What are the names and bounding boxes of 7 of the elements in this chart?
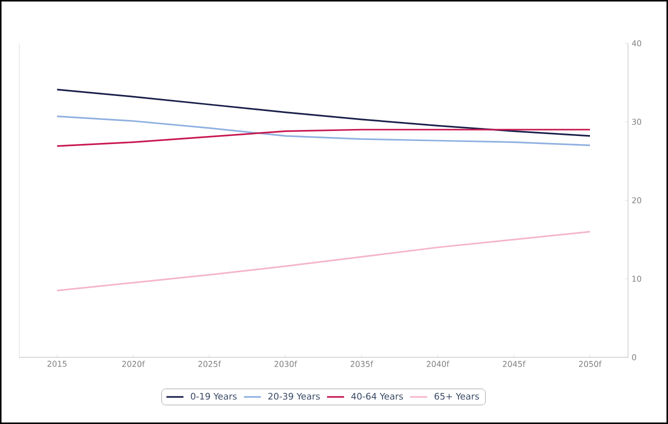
line-series <box>56 230 591 292</box>
line-series <box>56 88 591 137</box>
legend-label: 0-19 Years <box>190 392 237 400</box>
legend-label: 65+ Years <box>434 392 479 400</box>
legend-label: 20-39 Years <box>268 392 320 400</box>
line-series <box>56 115 591 146</box>
legend-label: 40-64 Years <box>351 392 403 400</box>
